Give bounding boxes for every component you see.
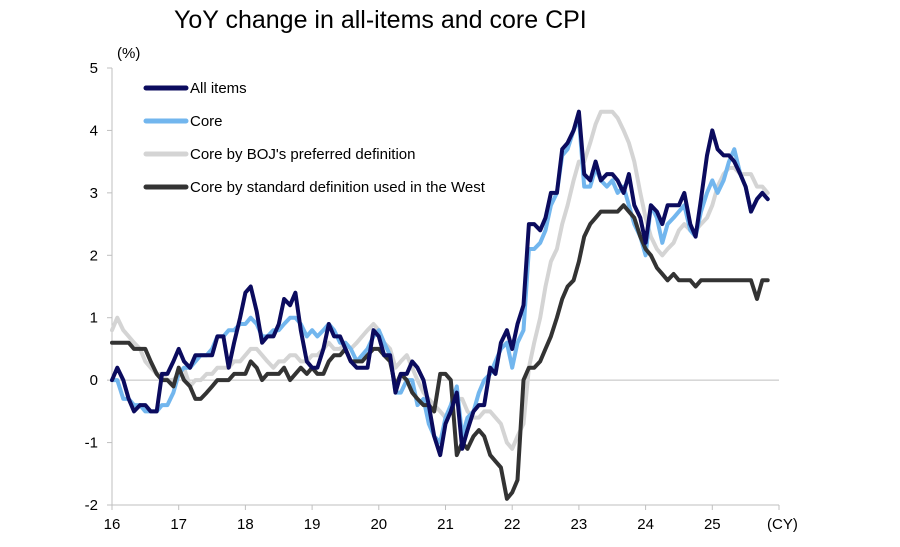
x-ticks: 16 17 18 19 20 21 22 23 24 25 — [104, 505, 780, 533]
legend: All items Core Core by BOJ's preferred def… — [143, 80, 486, 196]
y-ticks: -2 -1 0 1 2 3 4 5 — [85, 60, 112, 514]
x-tick-label: 19 — [304, 516, 321, 533]
axes — [111, 68, 779, 506]
legend-label: All items — [190, 80, 247, 97]
series-line-all-items — [110, 109, 770, 458]
chart-title: YoY change in all-items and core CPI — [174, 6, 587, 34]
y-axis-label: (%) — [117, 45, 140, 62]
x-tick-label: 22 — [504, 516, 521, 533]
y-tick-label: 1 — [90, 310, 98, 327]
legend-label: Core — [190, 113, 223, 130]
series-line-core-by-standard-definition-used-in-the-west — [110, 203, 770, 501]
x-tick-label: 25 — [704, 516, 721, 533]
y-tick-label: 3 — [90, 185, 98, 202]
y-tick-label: 2 — [90, 247, 98, 264]
x-axis-label: (CY) — [767, 516, 798, 533]
x-tick-label: 17 — [170, 516, 187, 533]
x-tick-label: 21 — [437, 516, 454, 533]
y-tick-label: -2 — [85, 497, 98, 514]
y-tick-label: -1 — [85, 435, 98, 452]
series-line-core-by-boj-s-preferred-definition — [110, 109, 770, 451]
legend-label: Core by standard definition used in the … — [190, 179, 486, 196]
legend-label: Core by BOJ's preferred definition — [190, 146, 415, 163]
x-tick-label: 18 — [237, 516, 254, 533]
x-tick-label: 23 — [571, 516, 588, 533]
y-tick-label: 5 — [90, 60, 98, 77]
series-lines — [110, 109, 770, 501]
x-tick-label: 24 — [637, 516, 654, 533]
x-tick-label: 16 — [104, 516, 121, 533]
y-tick-label: 0 — [90, 372, 98, 389]
x-tick-label: 20 — [370, 516, 387, 533]
y-tick-label: 4 — [90, 122, 98, 139]
